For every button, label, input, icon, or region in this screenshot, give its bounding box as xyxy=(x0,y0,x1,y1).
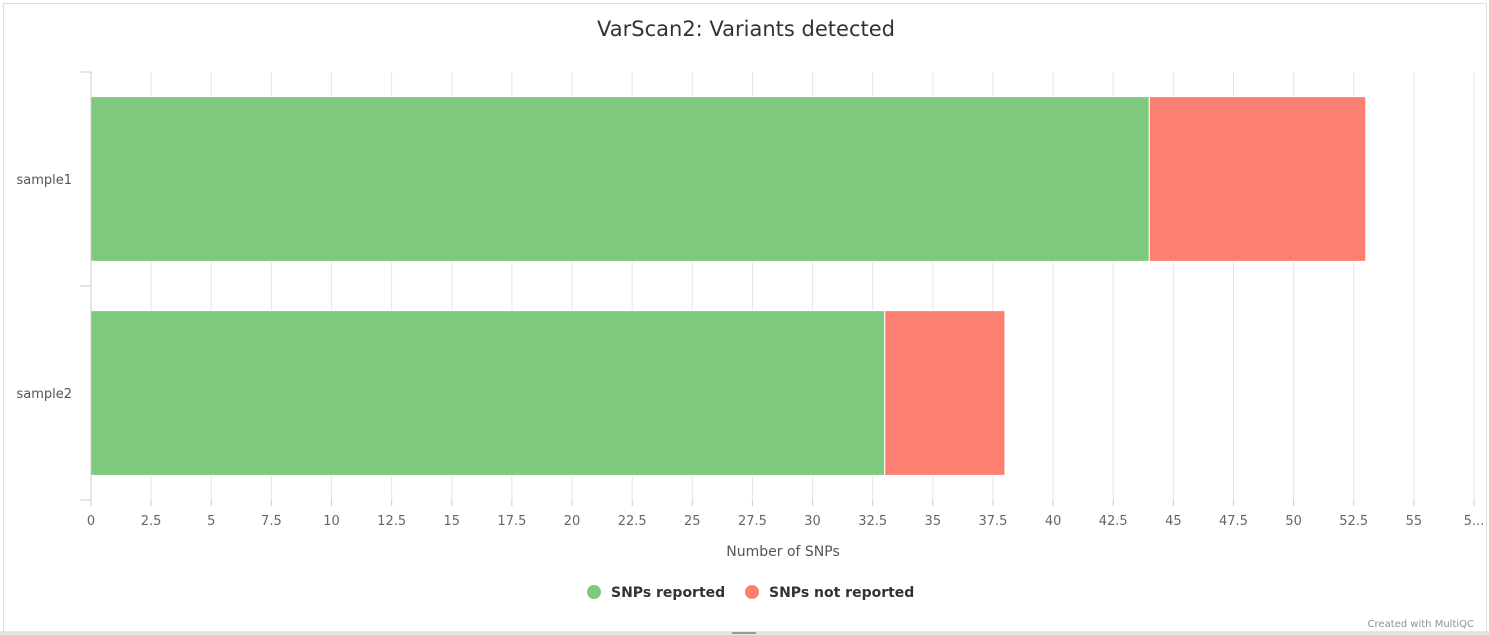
x-tick-label: 52.5 xyxy=(1339,514,1368,529)
bars xyxy=(90,96,1367,476)
x-tick-label: 42.5 xyxy=(1099,514,1128,529)
resize-handle[interactable] xyxy=(732,632,756,634)
chart-title: VarScan2: Variants detected xyxy=(597,17,895,41)
x-tick-label: 10 xyxy=(323,514,340,529)
x-tick-label: 50 xyxy=(1285,514,1302,529)
legend-label: SNPs reported xyxy=(611,585,725,601)
x-tick-label: 5 xyxy=(207,514,215,529)
bar-sample1-not-reported xyxy=(1148,96,1367,262)
legend-marker xyxy=(587,585,601,599)
x-tick-label: 12.5 xyxy=(377,514,406,529)
x-tick-label: 30 xyxy=(804,514,821,529)
x-tick-label: 22.5 xyxy=(618,514,647,529)
bar-sample2-reported xyxy=(90,310,886,476)
axes: 0 2.5 5 7.5 10 12.5 15 17.5 20 22.5 25 27.5 30 32.5 35… xyxy=(16,71,1485,529)
x-tick-label: 2.5 xyxy=(141,514,162,529)
legend-marker xyxy=(745,585,759,599)
x-tick-label: 45 xyxy=(1165,514,1182,529)
bar-sample1-reported xyxy=(90,96,1150,262)
x-tick-label: 0 xyxy=(87,514,95,529)
x-tick-label: 35 xyxy=(925,514,942,529)
legend[interactable]: SNPs reported SNPs not reported xyxy=(587,585,914,601)
x-tick-label: 27.5 xyxy=(738,514,767,529)
y-category-label: sample1 xyxy=(16,173,72,188)
x-axis-label: Number of SNPs xyxy=(726,544,839,560)
legend-item[interactable]: SNPs reported xyxy=(587,585,725,601)
x-tick-label: 7.5 xyxy=(261,514,282,529)
bar-sample2-not-reported xyxy=(884,310,1006,476)
chart-container: VarScan2: Variants detected 0 2.5 5 7.5 10 12… xyxy=(3,3,1487,632)
bar-chart: VarScan2: Variants detected 0 2.5 5 7.5 10 12… xyxy=(16,17,1485,630)
x-tick-label: 37.5 xyxy=(978,514,1007,529)
x-tick-label: 5... xyxy=(1464,514,1485,529)
legend-item[interactable]: SNPs not reported xyxy=(745,585,914,601)
x-tick-label: 40 xyxy=(1045,514,1062,529)
x-tick-label: 25 xyxy=(684,514,701,529)
legend-label: SNPs not reported xyxy=(769,585,914,601)
x-tick-label: 17.5 xyxy=(497,514,526,529)
x-tick-label: 20 xyxy=(564,514,581,529)
x-tick-label: 32.5 xyxy=(858,514,887,529)
credit-text[interactable]: Created with MultiQC xyxy=(1368,619,1474,630)
y-category-label: sample2 xyxy=(16,387,72,402)
x-tick-label: 15 xyxy=(444,514,461,529)
x-tick-label: 47.5 xyxy=(1219,514,1248,529)
x-tick-label: 55 xyxy=(1406,514,1423,529)
